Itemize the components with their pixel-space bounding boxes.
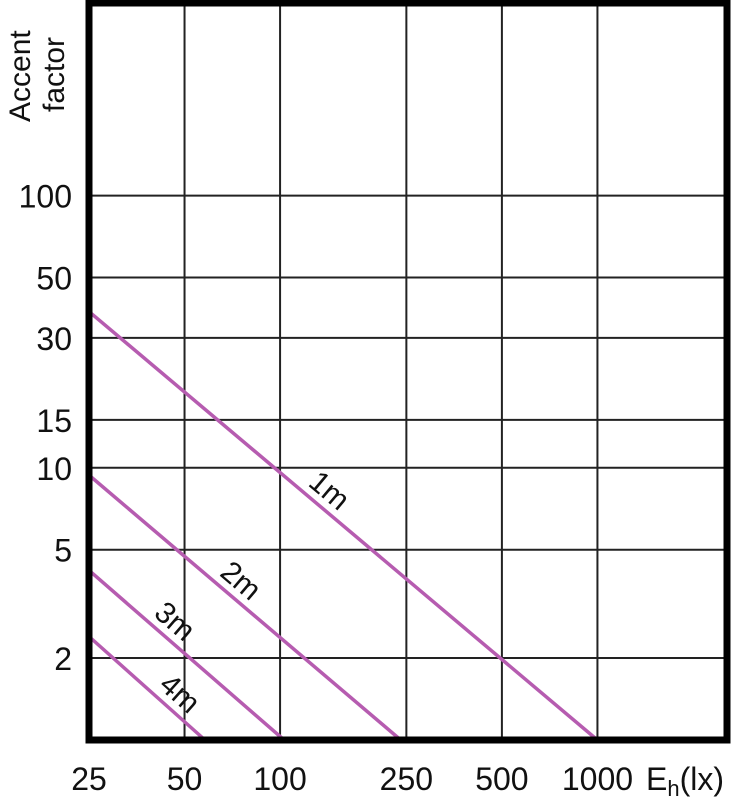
x-tick-labels: 25 50 100 250 500 1000 xyxy=(71,761,633,797)
series-label-3m: 3m xyxy=(148,595,201,647)
x-tick-label: 250 xyxy=(380,761,433,797)
y-tick-label: 2 xyxy=(54,641,72,677)
y-tick-label: 5 xyxy=(54,533,72,569)
y-axis-label-line1: Accent xyxy=(4,30,37,122)
series-line-1m xyxy=(87,310,599,742)
x-tick-label: 1000 xyxy=(562,761,633,797)
y-tick-label: 30 xyxy=(36,321,72,357)
y-axis-label-line2: factor xyxy=(38,37,71,112)
y-tick-label: 15 xyxy=(36,403,72,439)
y-tick-label: 50 xyxy=(36,261,72,297)
series-label-2m: 2m xyxy=(214,555,267,607)
y-tick-label: 10 xyxy=(36,451,72,487)
x-tick-label: 500 xyxy=(475,761,528,797)
y-tick-labels: 2 5 10 15 30 50 100 xyxy=(19,179,72,677)
series-line-2m xyxy=(87,473,402,742)
plot-frame xyxy=(85,0,731,744)
y-tick-label: 100 xyxy=(19,179,72,215)
series-label-1m: 1m xyxy=(303,465,356,517)
series-line-3m xyxy=(87,569,286,742)
x-axis-label: Eh(lx) xyxy=(646,761,724,800)
x-tick-label: 100 xyxy=(253,761,306,797)
y-axis-label: Accent factor xyxy=(4,30,71,122)
x-tick-label: 50 xyxy=(167,761,203,797)
grid xyxy=(88,3,727,740)
series-line-4m xyxy=(87,635,207,742)
series-label-4m: 4m xyxy=(153,668,206,720)
x-tick-label: 25 xyxy=(71,761,107,797)
